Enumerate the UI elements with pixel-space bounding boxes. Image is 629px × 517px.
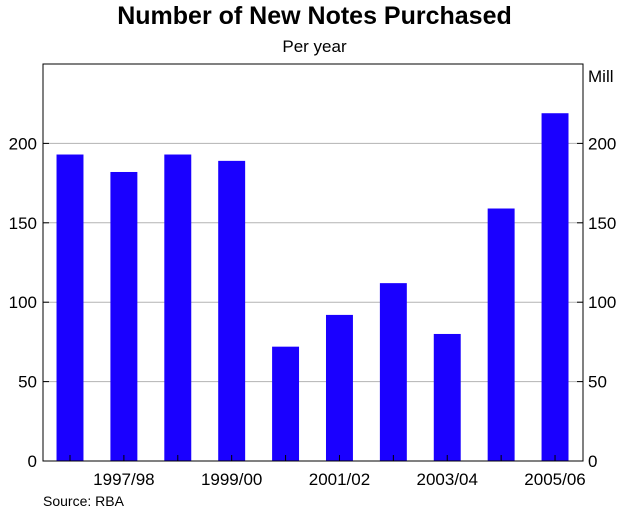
bar (325, 314, 353, 461)
y-tick-label-left: 200 (9, 134, 37, 153)
x-tick-label: 2003/04 (417, 470, 478, 489)
y-tick-label-right: 0 (588, 452, 597, 471)
x-tick-label: 2005/06 (524, 470, 585, 489)
y-tick-label-right: 150 (588, 214, 616, 233)
bar (110, 171, 138, 461)
source-note: Source: RBA (43, 493, 124, 509)
x-tick-label: 2001/02 (309, 470, 370, 489)
unit-label: Mill (588, 67, 614, 86)
y-tick-label-right: 50 (588, 373, 607, 392)
bar (272, 346, 300, 461)
y-tick-label-left: 50 (18, 373, 37, 392)
axis-ticks: 0 0 50 50 100 100 150 150 200 200 1997/98 1999/00 20… (9, 134, 617, 489)
y-tick-label-left: 150 (9, 214, 37, 233)
x-tick-label: 1997/98 (93, 470, 154, 489)
bars (56, 113, 569, 462)
bar (56, 154, 84, 462)
bar (218, 160, 246, 462)
bar (433, 333, 461, 461)
bar (379, 283, 407, 461)
chart-subtitle: Per year (282, 37, 347, 56)
y-tick-label-left: 0 (28, 452, 37, 471)
bar (541, 113, 569, 461)
bar (164, 154, 192, 462)
bar (487, 208, 515, 461)
y-tick-label-right: 100 (588, 293, 616, 312)
x-tick-label: 1999/00 (201, 470, 262, 489)
plot-frame (42, 63, 584, 462)
y-tick-label-left: 100 (9, 293, 37, 312)
y-tick-label-right: 200 (588, 134, 616, 153)
chart-title: Number of New Notes Purchased (117, 2, 512, 30)
